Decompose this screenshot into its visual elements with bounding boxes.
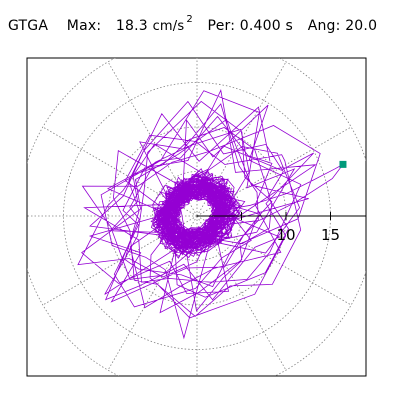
max-units-exponent: 2 (186, 14, 193, 25)
angle-value: 20.0 (345, 18, 378, 34)
peak-marker (339, 160, 347, 168)
max-value: 18.3 (115, 18, 148, 34)
tick-label-layer: 10 15 (276, 226, 340, 244)
motion-trace (77, 88, 344, 340)
grid-spoke-60 (196, 61, 287, 217)
plot-frame (26, 57, 367, 377)
max-units: cm/s (152, 19, 185, 34)
grid-spoke-210 (42, 215, 198, 306)
marker-layer (339, 160, 347, 168)
x-tick-label-15: 15 (321, 226, 340, 244)
max-label: Max: (66, 18, 102, 34)
motion-trace-path (77, 88, 344, 340)
period-label: Per: (207, 18, 236, 34)
grid-spoke-150 (42, 126, 198, 217)
station-code: GTGA (8, 18, 49, 34)
x-tick-label-10: 10 (276, 226, 295, 244)
grid-spoke-300 (196, 215, 287, 371)
axes-layer (197, 212, 366, 220)
plot-header: GTGA Max: 18.3 cm/s 2 Per: 0.400 s Ang: 2… (8, 14, 377, 34)
angle-label: Ang: (307, 18, 341, 34)
grid-spoke-120 (107, 61, 198, 217)
grid-spoke-330 (196, 215, 352, 306)
grid-spoke-240 (107, 215, 198, 371)
period-value: 0.400 s (239, 18, 294, 34)
